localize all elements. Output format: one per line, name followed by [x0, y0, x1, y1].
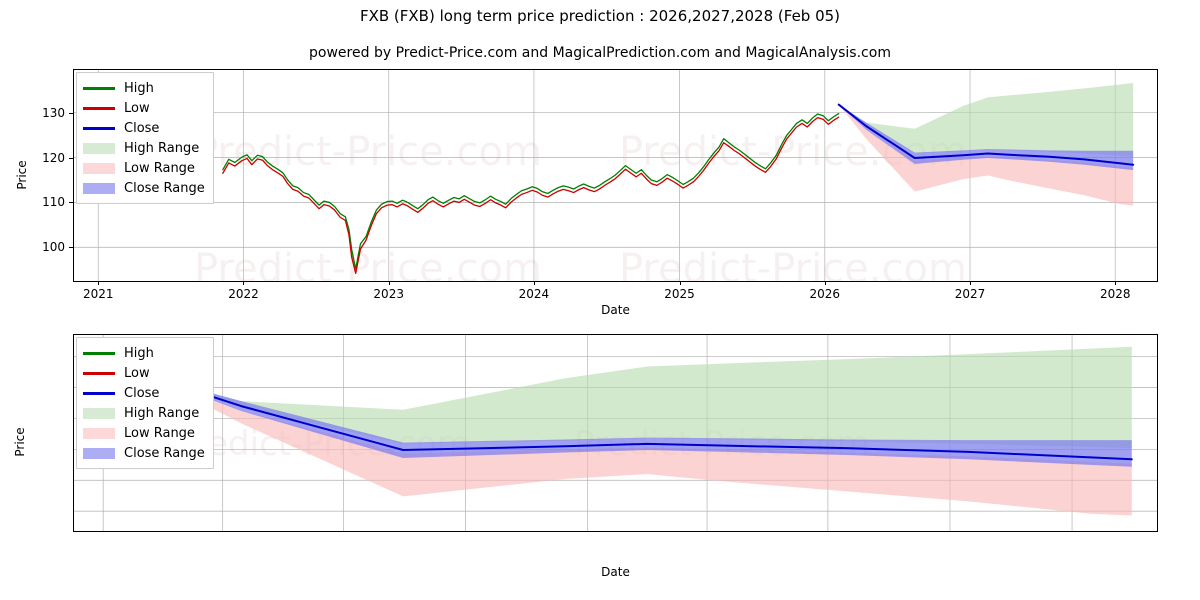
- overview-plot-area: Predict-Price.com Predict-Price.com Predic…: [73, 69, 1158, 282]
- watermark-text: Predict-Price.com: [619, 246, 967, 281]
- legend-patch-swatch: [83, 427, 115, 439]
- x-tick-label: 2027: [954, 287, 986, 301]
- band-close-range: [149, 376, 1132, 467]
- x-tick-label: 2024: [518, 287, 550, 301]
- y-tick-mark: [69, 112, 73, 114]
- page-title: FXB (FXB) long term price prediction : 2…: [359, 7, 841, 25]
- legend-line-swatch: [83, 351, 115, 355]
- legend-label: Close: [124, 385, 160, 401]
- x-tick-mark: [824, 281, 826, 285]
- legend-label: Close Range: [124, 445, 205, 461]
- x-tick-label: 2028: [1099, 287, 1131, 301]
- overview-chart-panel: Price Date Predict-Price.com Predict-Pric…: [15, 69, 1158, 317]
- legend-item-low-range[interactable]: Low Range: [83, 158, 205, 178]
- legend-label: High Range: [124, 140, 200, 156]
- series-line-close: [837, 103, 1135, 166]
- legend-item-low[interactable]: Low: [83, 363, 205, 383]
- x-tick-mark: [98, 281, 100, 285]
- y-tick-label: 110: [42, 195, 65, 210]
- band-low-range: [838, 104, 1134, 206]
- forecast-y-axis-label: Price: [13, 427, 27, 457]
- x-tick-mark: [533, 281, 535, 285]
- overview-x-axis-label: Date: [601, 303, 630, 317]
- band-close-range: [838, 104, 1134, 171]
- legend-patch-swatch: [83, 142, 115, 154]
- legend-label: High: [124, 345, 154, 361]
- y-tick-label: 120: [42, 150, 65, 165]
- x-tick-label: 2023: [373, 287, 404, 301]
- legend-item-low[interactable]: Low: [83, 98, 205, 118]
- legend-patch-swatch: [83, 447, 115, 459]
- legend-label: Low Range: [124, 160, 195, 176]
- forecast-x-axis-label: Date: [601, 565, 630, 579]
- legend-line-swatch: [83, 126, 115, 130]
- legend-patch-swatch: [83, 182, 115, 194]
- legend-line-swatch: [83, 86, 115, 90]
- series-line-close: [148, 375, 1133, 461]
- watermark-text: Predict-Price.com: [194, 246, 542, 281]
- x-tick-label: 2026: [809, 287, 841, 301]
- y-tick-label: 130: [42, 105, 65, 120]
- legend-item-low-range[interactable]: Low Range: [83, 423, 205, 443]
- legend-patch-swatch: [83, 162, 115, 174]
- x-tick-mark: [679, 281, 681, 285]
- legend-item-close-range[interactable]: Close Range: [83, 443, 205, 463]
- legend-line-swatch: [83, 371, 115, 375]
- x-tick-label: 2022: [228, 287, 259, 301]
- x-tick-mark: [970, 281, 971, 285]
- legend-line-swatch: [83, 106, 115, 110]
- legend-patch-swatch: [83, 407, 115, 419]
- forecast-chart-panel: Price Date Predict-Price.comPredict-Pric…: [0, 320, 1200, 600]
- x-tick-mark: [1115, 281, 1117, 285]
- y-tick-label: 100: [42, 240, 65, 255]
- legend-label: Close Range: [124, 180, 205, 196]
- legend-line-swatch: [83, 391, 115, 395]
- legend-label: High: [124, 80, 154, 96]
- legend-item-close[interactable]: Close: [83, 118, 205, 138]
- legend-label: Close: [124, 120, 160, 136]
- watermark-text: Predict-Price.com: [194, 129, 542, 175]
- x-tick-label: 2025: [664, 287, 695, 301]
- band-high-range: [149, 346, 1132, 449]
- y-tick-mark: [69, 202, 73, 204]
- x-tick-mark: [388, 281, 390, 285]
- legend-item-high-range[interactable]: High Range: [83, 138, 205, 158]
- legend-label: Low: [124, 365, 150, 381]
- legend-item-high-range[interactable]: High Range: [83, 403, 205, 423]
- series-line-low: [222, 116, 840, 275]
- band-low-range: [149, 376, 1132, 516]
- legend-item-high[interactable]: High: [83, 78, 205, 98]
- x-tick-label: 2021: [82, 287, 114, 301]
- band-high-range: [838, 83, 1134, 157]
- overview-legend: High Low Close High Range Low Range Close Ran…: [76, 72, 214, 204]
- y-tick-mark: [69, 247, 73, 249]
- legend-label: Low Range: [124, 425, 195, 441]
- forecast-legend: High Low Close High Range Low Range Close Ran…: [76, 337, 214, 469]
- legend-label: Low: [124, 100, 150, 116]
- series-line-high: [222, 112, 840, 270]
- legend-item-close-range[interactable]: Close Range: [83, 178, 205, 198]
- x-tick-mark: [243, 281, 245, 285]
- y-tick-mark: [69, 157, 73, 159]
- page-subtitle: powered by Predict-Price.com and Magical…: [309, 45, 891, 61]
- legend-item-high[interactable]: High: [83, 343, 205, 363]
- legend-item-close[interactable]: Close: [83, 383, 205, 403]
- legend-label: High Range: [124, 405, 200, 421]
